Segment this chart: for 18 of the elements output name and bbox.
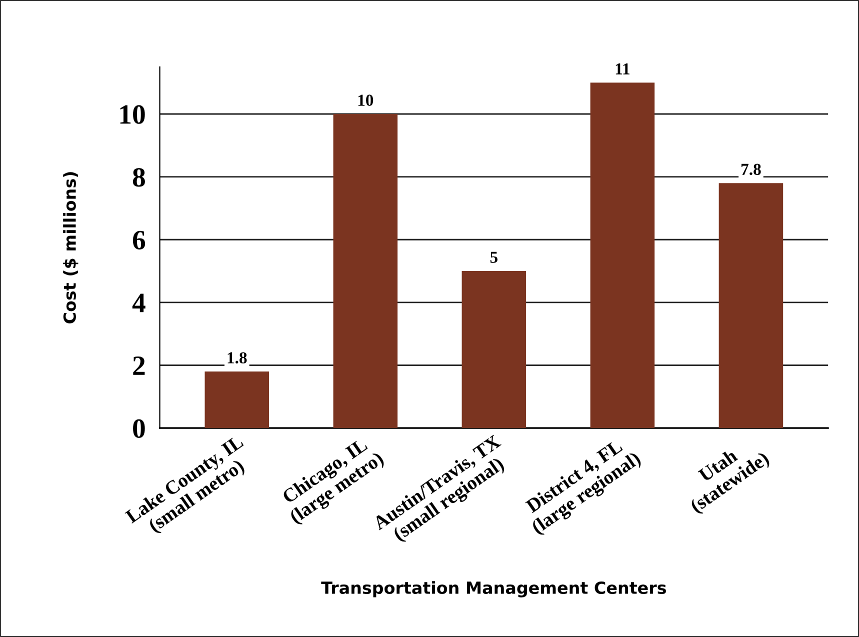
- data-label: 1.8: [228, 352, 247, 364]
- y-tick-label: 8: [132, 168, 145, 187]
- y-tick-label: 2: [133, 356, 145, 375]
- bar: [590, 82, 655, 428]
- y-axis-title: Cost ($ millions): [63, 172, 78, 324]
- data-label: 7.8: [742, 164, 761, 176]
- y-tick-label: 4: [132, 294, 146, 312]
- bar: [333, 114, 398, 428]
- data-label: 5: [490, 252, 498, 263]
- bar: [462, 271, 526, 428]
- bar: [204, 372, 270, 428]
- data-label: 10: [358, 94, 374, 106]
- y-tick-label: 10: [120, 105, 145, 124]
- bar: [718, 183, 784, 428]
- y-tick-label: 0: [133, 419, 145, 438]
- y-tick-label: 6: [132, 230, 146, 250]
- data-label: 11: [616, 63, 630, 74]
- x-axis-title: Transportation Management Centers: [321, 581, 666, 598]
